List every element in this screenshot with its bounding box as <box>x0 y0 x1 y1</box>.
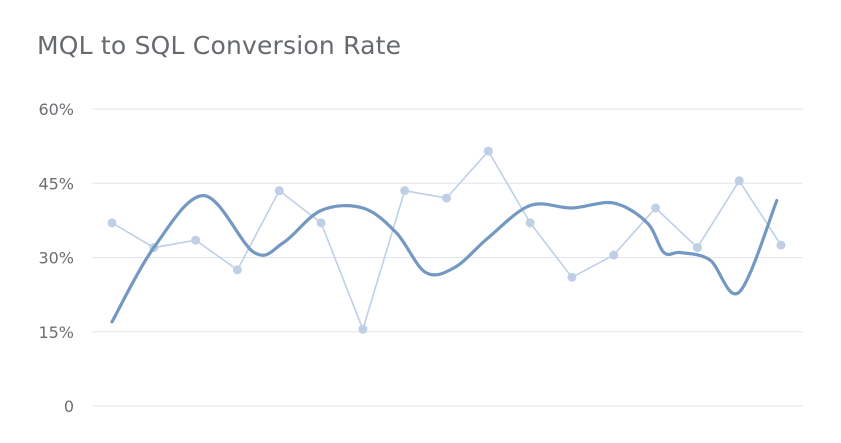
series-1-point-4 <box>232 265 242 275</box>
series-1-point-13 <box>609 250 619 260</box>
series-1-point-10 <box>483 146 493 156</box>
series-1-point-6 <box>316 218 326 228</box>
series-1-point-12 <box>567 272 577 282</box>
series-1-point-9 <box>442 193 451 203</box>
series-1-line <box>111 149 782 332</box>
series-1-point-7 <box>358 324 368 334</box>
series-1-point-3 <box>191 235 201 245</box>
series-1-point-1 <box>107 218 117 228</box>
y-tick-label-30: 30% <box>38 249 74 268</box>
series-1-point-15 <box>692 243 702 253</box>
series-1-point-14 <box>651 203 661 213</box>
series-1-point-8 <box>400 186 410 196</box>
series-1-point-17 <box>776 240 786 250</box>
series-1-point-16 <box>734 176 744 186</box>
chart-title: MQL to SQL Conversion Rate <box>37 31 402 60</box>
y-tick-label-15: 15% <box>38 323 74 342</box>
series-2-smooth-line <box>110 194 779 324</box>
series-1-point-5 <box>274 186 284 196</box>
y-tick-label-0: 0 <box>64 397 74 416</box>
y-tick-label-60: 60% <box>38 100 74 119</box>
series-1-point-11 <box>525 218 535 228</box>
y-tick-label-45: 45% <box>38 174 74 193</box>
